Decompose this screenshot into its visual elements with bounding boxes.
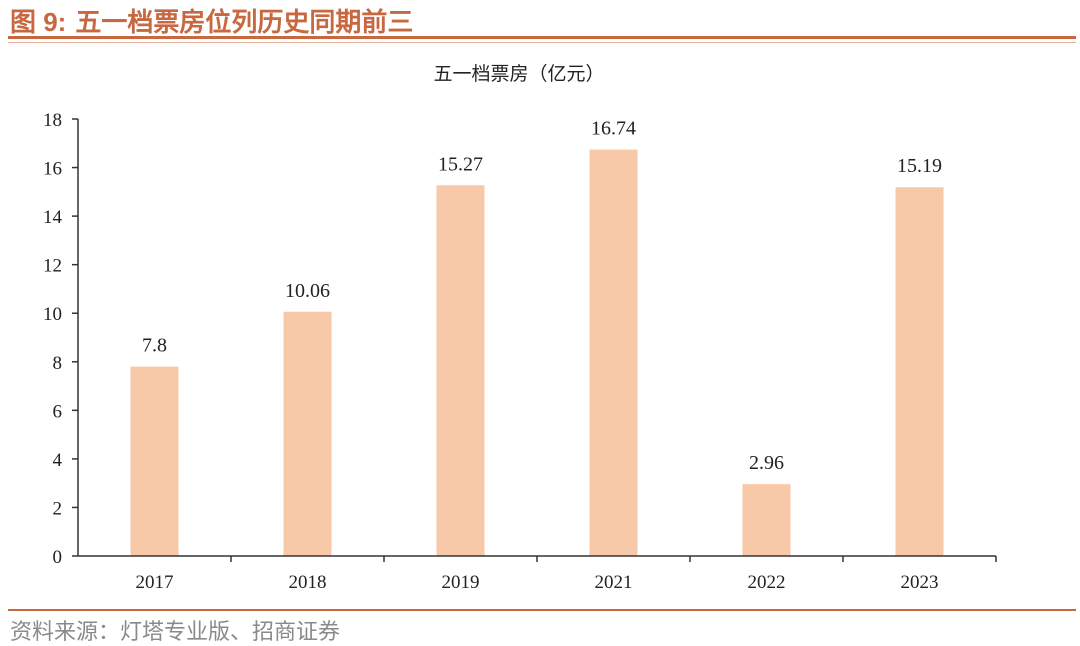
bar-2022 [742,484,791,556]
header-rule-thin [8,42,1076,43]
data-label-2023: 15.19 [897,155,942,177]
chart-title: 五一档票房（亿元） [433,63,604,85]
bar-2018 [283,311,332,556]
data-label-2021: 16.74 [591,118,636,140]
figure-title: 图 9: 五一档票房位列历史同期前三 [10,2,413,39]
source-note: 资料来源：灯塔专业版、招商证券 [10,620,341,645]
x-tick-label-2019: 2019 [442,572,480,593]
y-tick-label: 2 [53,498,63,519]
bar-2017 [130,366,179,556]
x-axis-ticks: 2017 2018 2019 2021 2022 2023 [136,556,997,593]
bar-2023 [895,187,944,556]
y-tick-label: 16 [43,159,62,180]
bar-2021 [589,149,638,556]
data-label-2017: 7.8 [142,335,167,357]
x-tick-label-2022: 2022 [748,572,786,593]
bar-2019 [436,185,485,557]
x-tick-label-2018: 2018 [289,572,327,593]
x-tick-label-2017: 2017 [136,572,174,593]
y-axis-ticks: 0 2 4 6 8 10 12 14 16 18 [43,110,78,568]
x-tick-label-2023: 2023 [901,572,939,593]
bar-chart: 五一档票房（亿元） 0 2 4 6 8 10 12 14 16 18 7.8 10.06 15.27 1… [43,63,997,593]
figure-title-text: 五一档票房位列历史同期前三 [75,8,414,38]
y-tick-label: 18 [43,110,62,131]
bars [130,149,944,557]
y-tick-label: 14 [43,207,63,228]
footer-rule [8,609,1076,611]
data-label-2022: 2.96 [749,452,784,474]
y-tick-label: 4 [53,450,63,471]
y-tick-label: 6 [53,401,63,422]
y-tick-label: 8 [53,353,63,374]
data-label-2019: 15.27 [438,153,483,175]
y-tick-label: 10 [43,304,62,325]
figure-label: 图 9: [10,7,67,37]
y-tick-label: 12 [43,256,62,277]
data-label-2018: 10.06 [285,280,330,302]
x-tick-label-2021: 2021 [595,572,633,593]
y-tick-label: 0 [53,547,63,568]
data-labels: 7.8 10.06 15.27 16.74 2.96 15.19 [142,118,942,475]
header-rule [8,36,1076,39]
